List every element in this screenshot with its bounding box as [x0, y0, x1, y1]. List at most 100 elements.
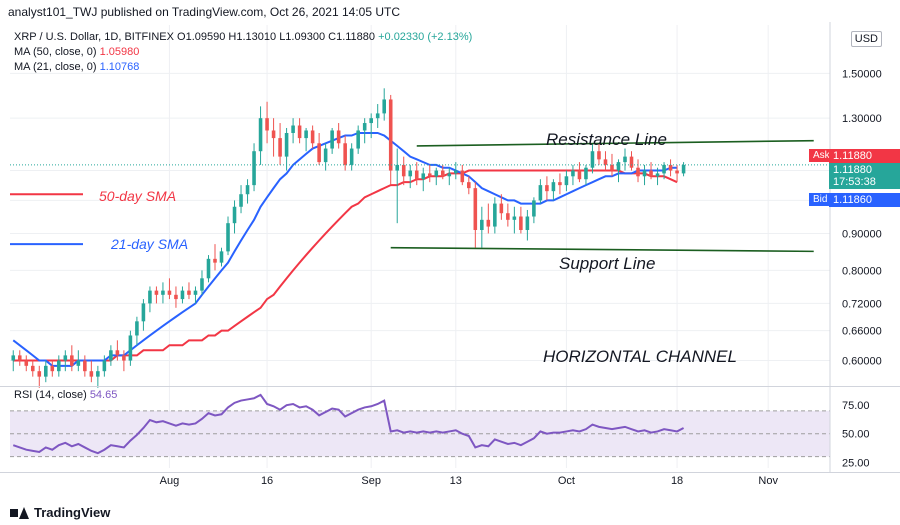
candle-body	[681, 164, 686, 174]
candle-body	[89, 371, 94, 377]
candle-body	[284, 132, 289, 157]
publish-info: analyst101_TWJ published on TradingView.…	[8, 5, 400, 19]
rsi-value: 54.65	[89, 389, 118, 401]
channel-line	[390, 246, 814, 253]
tradingview-logo-icon	[10, 506, 29, 519]
candle-body	[506, 213, 510, 220]
rsi-label: RSI (14, close)	[14, 389, 87, 401]
candle-body	[629, 156, 634, 168]
candle-body	[486, 219, 491, 227]
ma50-value: 1.05980	[99, 46, 140, 58]
ma21-legend: MA (21, close, 0) 1.10768	[14, 61, 139, 73]
candle-body	[564, 176, 569, 186]
candle-body	[375, 113, 380, 119]
price-tick-label: 1.30000	[842, 113, 882, 125]
candle-body	[44, 365, 48, 377]
candle-body	[11, 355, 16, 361]
candle-body	[480, 219, 484, 230]
candle-body	[668, 164, 673, 171]
channel-line	[416, 139, 814, 147]
candle-body	[395, 164, 400, 171]
candle-body	[558, 182, 562, 186]
time-tick-label: 16	[261, 475, 273, 487]
currency-label: USD	[854, 33, 878, 45]
time-tick-label: Oct	[558, 475, 575, 487]
time-tick-label: Sep	[361, 475, 381, 487]
candle-body	[642, 170, 647, 177]
price-tick-label: 0.80000	[842, 265, 882, 277]
candle-body	[70, 355, 74, 366]
candle-body	[37, 371, 42, 377]
candles	[11, 88, 686, 388]
rsi-tick-label: 25.00	[842, 457, 870, 469]
channel-annotation: HORIZONTAL CHANNEL	[543, 347, 737, 366]
symbol-legend: XRP / U.S. Dollar, 1D, BITFINEX O1.09590…	[14, 31, 472, 43]
candle-body	[414, 170, 419, 180]
candle-body	[577, 170, 582, 180]
ask-price-tag: 1.11880	[829, 149, 900, 163]
price-tick-label: 1.50000	[842, 68, 882, 80]
candle-body	[265, 118, 269, 131]
candle-body	[636, 167, 640, 177]
tradingview-brand[interactable]: TradingView	[10, 505, 110, 520]
bid-label: Bid	[809, 193, 832, 206]
rsi-tick-label: 75.00	[842, 400, 870, 412]
price-tick-label: 0.60000	[842, 356, 882, 368]
ohlc-low: L1.09300	[279, 31, 326, 43]
ma21-value: 1.10768	[99, 61, 140, 73]
candle-body	[154, 290, 159, 295]
candle-body	[460, 170, 465, 183]
candle-body	[245, 185, 250, 195]
candle-body	[603, 159, 608, 165]
candle-body	[499, 203, 504, 214]
candle-body	[571, 170, 575, 177]
bid-price-tag: 1.11860	[829, 193, 900, 207]
candle-body	[206, 258, 211, 279]
candle-body	[63, 355, 68, 361]
candle-body	[512, 216, 517, 220]
grid	[10, 25, 830, 468]
price-tick-label: 0.66000	[842, 326, 882, 338]
candle-body	[24, 360, 29, 366]
candle-body	[135, 321, 139, 336]
candle-body	[454, 170, 458, 174]
candle-body	[226, 223, 230, 252]
candle-body	[493, 203, 497, 227]
candle-body	[408, 170, 413, 177]
candle-body	[616, 162, 621, 171]
ohlc-high: H1.13010	[228, 31, 277, 43]
time-tick-label: Aug	[160, 475, 180, 487]
candle-body	[200, 278, 204, 291]
currency-selector[interactable]: USD	[850, 31, 882, 47]
ask-label: Ask	[809, 149, 834, 162]
candle-body	[252, 151, 256, 186]
candle-body	[297, 125, 302, 139]
candle-body	[610, 164, 614, 171]
price-tick-label: 0.72000	[842, 298, 882, 310]
bar-countdown: 17:53:38	[833, 176, 876, 188]
candle-body	[519, 216, 523, 230]
candle-body	[447, 173, 452, 177]
candle-body	[330, 130, 334, 149]
candle-body	[187, 290, 191, 295]
candle-body	[278, 138, 282, 157]
candle-body	[473, 188, 478, 230]
candle-body	[304, 130, 308, 139]
rsi-line	[12, 393, 685, 455]
current-price: 1.11880	[833, 164, 872, 176]
candle-body	[349, 148, 354, 165]
candle-body	[148, 290, 152, 304]
candle-body	[115, 350, 120, 356]
time-tick-label: 18	[671, 475, 683, 487]
candle-body	[219, 251, 224, 263]
candle-body	[662, 164, 666, 174]
ma50-label: MA (50, close, 0)	[14, 46, 97, 58]
candle-body	[467, 182, 471, 189]
rsi-series	[12, 393, 685, 455]
candle-body	[30, 365, 35, 372]
candle-body	[434, 170, 439, 177]
candle-body	[525, 216, 530, 230]
candle-body	[122, 355, 126, 361]
rsi-tick-label: 50.00	[842, 429, 870, 441]
